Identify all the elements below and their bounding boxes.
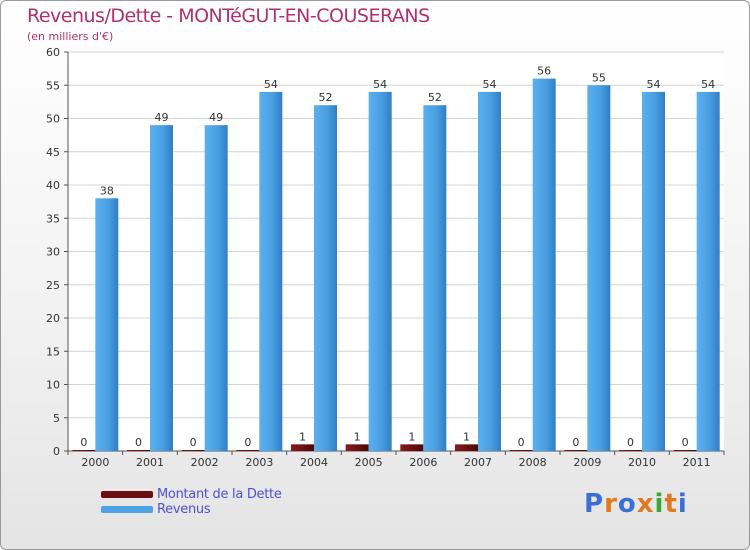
logo-letter: x bbox=[636, 489, 655, 519]
y-tick-label: 5 bbox=[53, 412, 60, 425]
data-label-dette: 1 bbox=[408, 430, 415, 443]
x-tick-label: 2008 bbox=[519, 456, 547, 469]
data-label-dette: 0 bbox=[244, 436, 251, 449]
bar-revenus bbox=[314, 105, 337, 451]
bar-dette bbox=[72, 450, 96, 451]
bar-revenus bbox=[532, 78, 556, 451]
legend-label-revenus: Revenus bbox=[157, 502, 211, 517]
bar-revenus bbox=[478, 91, 501, 452]
logo-letter: t bbox=[664, 489, 678, 519]
bar-revenus bbox=[642, 91, 665, 452]
legend-swatch-dette bbox=[101, 491, 153, 498]
bar-dette bbox=[564, 450, 588, 451]
x-tick-label: 2010 bbox=[628, 456, 656, 469]
data-label-revenus: 54 bbox=[483, 78, 497, 91]
bar-revenus bbox=[587, 85, 611, 451]
x-tick-label: 2005 bbox=[355, 456, 383, 469]
bar-revenus bbox=[368, 91, 392, 452]
bar-revenus bbox=[423, 105, 447, 451]
x-tick-label: 2006 bbox=[409, 456, 437, 469]
y-tick-label: 55 bbox=[46, 79, 60, 92]
data-label-dette: 1 bbox=[299, 430, 306, 443]
data-label-revenus: 52 bbox=[319, 91, 333, 104]
x-tick-label: 2011 bbox=[683, 456, 711, 469]
bar-dette bbox=[127, 450, 150, 451]
y-tick-label: 35 bbox=[46, 212, 60, 225]
logo-letter: o bbox=[617, 489, 637, 519]
x-tick-label: 2001 bbox=[136, 456, 164, 469]
bar-dette bbox=[400, 444, 424, 451]
data-label-dette: 0 bbox=[80, 436, 87, 449]
data-label-revenus: 54 bbox=[264, 78, 278, 91]
data-label-revenus: 54 bbox=[373, 78, 387, 91]
data-label-revenus: 38 bbox=[100, 184, 114, 197]
y-tick-label: 20 bbox=[46, 312, 60, 325]
legend-label-dette: Montant de la Dette bbox=[157, 487, 282, 502]
x-tick-label: 2003 bbox=[245, 456, 273, 469]
data-label-revenus: 56 bbox=[537, 65, 551, 78]
chart-subtitle: (en milliers d'€) bbox=[27, 30, 114, 43]
data-label-revenus: 54 bbox=[701, 78, 715, 91]
data-label-dette: 1 bbox=[463, 430, 470, 443]
bar-dette bbox=[509, 450, 533, 451]
bar-dette bbox=[291, 444, 314, 451]
y-tick-label: 50 bbox=[46, 113, 60, 126]
data-label-dette: 0 bbox=[682, 436, 689, 449]
data-label-dette: 0 bbox=[190, 436, 197, 449]
bar-revenus bbox=[150, 125, 173, 452]
logo-letter: i bbox=[677, 489, 688, 519]
bar-dette bbox=[345, 444, 369, 451]
data-label-dette: 0 bbox=[135, 436, 142, 449]
bar-dette bbox=[673, 450, 697, 451]
bar-revenus bbox=[95, 198, 119, 451]
chart-title: Revenus/Dette - MONTéGUT-EN-COUSERANS bbox=[27, 5, 430, 27]
data-label-revenus: 54 bbox=[647, 78, 661, 91]
y-tick-label: 15 bbox=[46, 345, 60, 358]
bar-dette bbox=[455, 444, 478, 451]
data-label-dette: 0 bbox=[518, 436, 525, 449]
y-tick-label: 25 bbox=[46, 279, 60, 292]
x-tick-label: 2000 bbox=[81, 456, 109, 469]
y-tick-label: 60 bbox=[46, 46, 60, 59]
proxiti-logo: Proxiti bbox=[584, 489, 688, 519]
y-tick-label: 10 bbox=[46, 379, 60, 392]
data-label-dette: 0 bbox=[572, 436, 579, 449]
bar-revenus bbox=[259, 91, 283, 452]
bar-revenus bbox=[204, 125, 228, 452]
bar-dette bbox=[619, 450, 642, 451]
data-label-revenus: 49 bbox=[209, 111, 223, 124]
data-label-dette: 1 bbox=[354, 430, 361, 443]
logo-letter: P bbox=[584, 489, 605, 519]
data-label-revenus: 52 bbox=[428, 91, 442, 104]
x-tick-label: 2004 bbox=[300, 456, 328, 469]
bar-dette bbox=[181, 450, 205, 451]
y-tick-label: 40 bbox=[46, 179, 60, 192]
bar-dette bbox=[236, 450, 260, 451]
bar-revenus bbox=[696, 91, 720, 452]
x-tick-label: 2007 bbox=[464, 456, 492, 469]
y-tick-label: 45 bbox=[46, 146, 60, 159]
y-tick-label: 30 bbox=[46, 246, 60, 259]
y-tick-label: 0 bbox=[53, 445, 60, 458]
data-label-dette: 0 bbox=[627, 436, 634, 449]
logo-letter: i bbox=[654, 489, 665, 519]
data-label-revenus: 55 bbox=[592, 71, 606, 84]
x-tick-label: 2009 bbox=[573, 456, 601, 469]
legend-swatch-revenus bbox=[101, 506, 153, 513]
logo-letter: r bbox=[604, 489, 618, 519]
x-tick-label: 2002 bbox=[191, 456, 219, 469]
data-label-revenus: 49 bbox=[155, 111, 169, 124]
